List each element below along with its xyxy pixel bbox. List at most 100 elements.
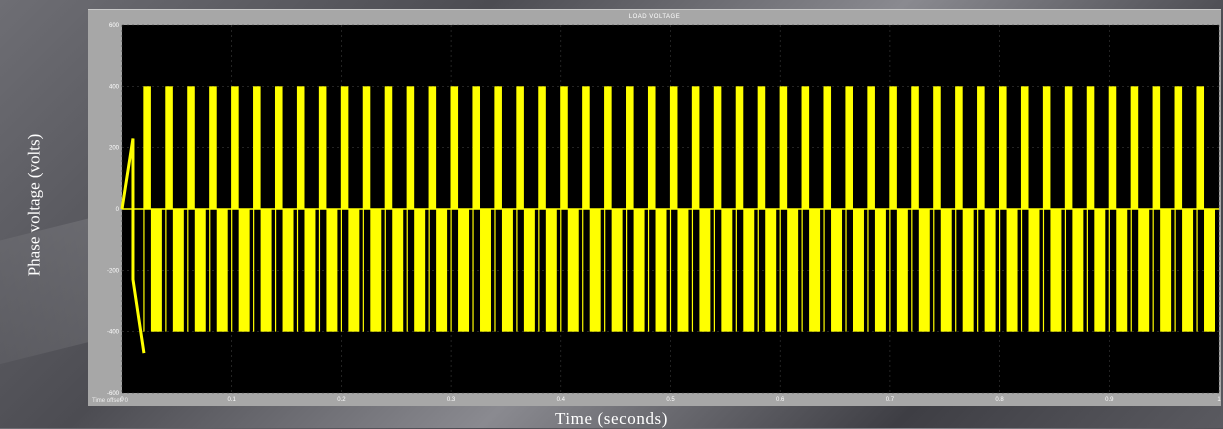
x-tick-label: 1 [1217,397,1221,403]
negative-pulse [831,209,843,332]
negative-pulse [940,209,952,332]
negative-pulse [611,209,623,332]
x-axis-label: Time (seconds) [554,409,669,428]
positive-pulse [560,86,568,209]
series-load-voltage [120,86,1219,354]
negative-pulse [480,209,491,332]
positive-pulse [297,86,305,209]
negative-pulse [1028,209,1040,332]
positive-pulse [516,86,524,209]
chart-title: LOAD VOLTAGE [628,14,681,20]
x-tick-label: 0.7 [886,397,895,403]
x-tick-label: 0.2 [337,397,346,403]
y-tick-label: -600 [107,391,120,397]
positive-pulse [714,86,722,209]
negative-pulse [392,209,404,332]
y-tick-label: 0 [116,207,120,213]
positive-pulse [1087,86,1095,209]
x-tick-label: 0 [120,397,124,403]
positive-pulse [670,86,678,209]
negative-pulse [326,209,338,332]
positive-pulse [911,86,919,209]
x-tick-label: 0.9 [1105,397,1114,403]
positive-pulse [1021,86,1029,209]
positive-pulse [933,86,941,209]
x-tick-label: 0.3 [447,397,456,403]
positive-pulse [319,86,327,209]
negative-pulse [216,209,228,332]
negative-pulse [896,209,908,332]
y-tick-label: -400 [107,330,120,336]
negative-pulse [962,209,974,332]
positive-pulse [692,86,700,209]
positive-pulse [1153,86,1161,209]
positive-pulse [451,86,459,209]
positive-pulse [494,86,502,209]
negative-pulse [1160,209,1172,332]
positive-pulse [473,86,481,209]
positive-pulse [429,86,437,209]
positive-pulse [977,86,985,209]
negative-pulse [787,209,799,332]
positive-pulse [582,86,590,209]
positive-pulse [758,86,766,209]
positive-pulse [999,86,1007,209]
positive-pulse [736,86,744,209]
positive-pulse [253,86,261,209]
negative-pulse [1072,209,1084,332]
negative-pulse [1094,209,1106,332]
positive-pulse [626,86,634,209]
x-tick-label: 0.8 [995,397,1004,403]
negative-pulse [545,209,557,332]
positive-pulse [341,86,349,209]
positive-pulse [275,86,283,209]
positive-pulse [1197,86,1205,209]
negative-pulse [304,209,316,332]
positive-pulse [538,86,546,209]
positive-pulse [1065,86,1073,209]
x-tick-label: 0.6 [776,397,785,403]
positive-pulse [648,86,656,209]
y-tick-label: -200 [107,268,120,274]
y-tick-label: 600 [109,23,120,29]
negative-pulse [1006,209,1018,332]
negative-pulse [370,209,382,332]
x-tick-labels: 0 0.1 0.2 0.3 0.4 0.5 0.6 0.7 0.8 0.9 1 [120,397,1221,403]
y-tick-label: 400 [109,84,120,90]
negative-pulse [501,209,513,332]
negative-pulse [1138,209,1150,332]
negative-pulse [567,209,579,332]
positive-pulse [363,86,371,209]
positive-pulse [407,86,415,209]
negative-pulse [765,209,777,332]
scope-window: LOAD VOLTAGE 600 400 200 0 -200 -400 -600 0 0.1… [88,9,1221,406]
negative-pulse [809,209,821,332]
positive-pulse [780,86,788,209]
positive-pulse [209,86,217,209]
negative-pulse [436,209,448,332]
positive-pulse [1109,86,1117,209]
positive-pulse [802,86,810,209]
negative-pulse [238,209,250,332]
positive-pulse [1175,86,1183,209]
positive-pulse [231,86,239,209]
negative-pulse [655,209,667,332]
negative-pulse [699,209,711,332]
y-tick-labels: 600 400 200 0 -200 -400 -600 [107,23,120,397]
negative-pulse [282,209,294,332]
negative-pulse [348,209,360,332]
negative-pulse [743,209,755,332]
negative-pulse [1204,209,1215,332]
negative-pulse [458,209,470,332]
negative-pulse [677,209,689,332]
negative-pulse [1182,209,1194,332]
y-axis-label-text: Phase voltage (volts) [24,133,43,277]
negative-pulse [1116,209,1128,332]
y-tick-label: 200 [109,146,120,152]
negative-pulse [918,209,930,332]
negative-pulse [852,209,864,332]
negative-pulse [633,209,645,332]
negative-pulse [414,209,426,332]
negative-pulse [874,209,886,332]
time-offset-status: Time offset: 0 [92,398,129,404]
